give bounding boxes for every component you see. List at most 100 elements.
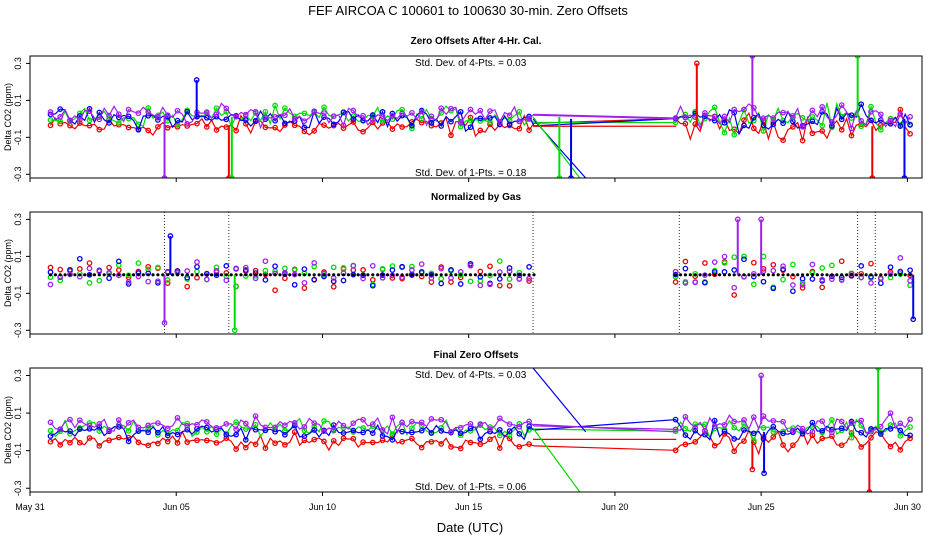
purple-data-point [897,255,904,261]
black-data-point [136,273,140,277]
blue-data-point [760,278,767,285]
red-data-point [467,114,474,121]
purple-data-point [282,422,288,429]
figure-title: FEF AIRCOA C 100601 to 100630 30-min. Ze… [308,3,628,18]
red-data-point [233,446,239,452]
green-data-point [262,108,269,115]
red-data-point [301,285,308,291]
y-axis-label: Delta CO2 (ppm) [3,83,13,151]
black-data-point [185,273,189,277]
purple-data-point [106,427,112,434]
green-data-point [379,266,386,272]
blue-data-point [379,433,386,439]
purple-data-point [379,113,386,120]
purple-data-point [457,424,464,431]
black-data-point [58,273,62,277]
blue-data-point [379,272,386,278]
blue-data-point [428,271,435,278]
black-data-point [68,273,72,277]
black-data-point [708,273,712,277]
black-data-point [258,273,263,277]
green-data-point [135,260,142,266]
purple-data-point [877,276,884,282]
green-data-point [760,425,767,431]
blue-data-point [682,265,689,272]
red-data-point [399,438,405,445]
red-data-point [907,130,913,137]
green-data-point [467,117,474,124]
blue-data-point [741,122,747,129]
red-data-point [86,435,93,441]
red-data-point [321,438,327,445]
purple-data-point [799,282,806,288]
green-data-point [741,253,747,260]
purple-data-point [282,112,288,119]
black-data-point [859,273,863,277]
purple-data-point [418,419,425,426]
purple-data-point [780,263,786,270]
blue-data-point [910,316,917,323]
purple-data-point [242,420,249,427]
green-data-point [516,109,523,115]
blue-data-point [877,431,884,437]
purple-data-point [233,113,239,120]
black-data-point [429,273,433,277]
black-data-point [307,273,311,277]
y-tick-label: 0.3 [13,213,23,226]
red-data-point [242,444,249,451]
blue-data-point [399,428,405,435]
red-data-point [897,447,904,453]
panel-plot-area [47,56,913,178]
red-data-point [682,441,689,448]
purple-data-point [487,281,493,288]
red-data-point [809,130,816,137]
red-data-point [272,440,278,447]
purple-data-point [145,278,152,285]
black-data-point [869,273,873,277]
black-data-point [503,273,507,277]
red-data-point [799,285,806,291]
panel-title: Normalized by Gas [431,192,521,203]
black-data-point [781,273,785,277]
purple-data-point [291,271,298,278]
blue-data-point [76,255,83,262]
red-data-point [47,122,54,129]
y-tick-label: -0.3 [13,167,23,183]
red-data-point [96,126,103,133]
purple-data-point [311,260,318,266]
blue-data-point [790,288,796,295]
black-data-point [214,273,219,277]
red-data-point [115,434,122,441]
purple-data-point [291,115,298,122]
purple-data-point [115,272,122,279]
blue-data-point [448,118,454,125]
purple-data-point [155,278,161,285]
green-data-point [125,272,132,279]
black-data-point [468,273,473,277]
purple-data-point [760,115,767,122]
green-data-point [231,327,238,334]
purple-data-point [711,259,718,265]
green-data-point [506,276,513,282]
purple-data-point [155,420,161,426]
purple-data-point [155,114,161,120]
red-data-point [838,258,845,265]
blue-data-point [770,423,777,430]
purple-data-point [734,216,741,223]
purple-data-point [262,114,269,121]
red-data-point [682,120,689,127]
purple-data-point [467,262,474,269]
red-data-point [711,442,718,449]
green-data-point [272,102,278,109]
red-data-point [330,283,337,290]
red-data-point [57,442,64,448]
blue-data-point [887,264,894,271]
purple-data-point [233,265,239,272]
black-data-point [674,273,678,277]
purple-data-point [242,264,249,271]
black-data-point [107,273,111,277]
red-data-point [731,448,738,455]
purple-data-point [47,419,54,426]
purple-data-point [819,103,826,110]
black-data-point [200,273,204,277]
